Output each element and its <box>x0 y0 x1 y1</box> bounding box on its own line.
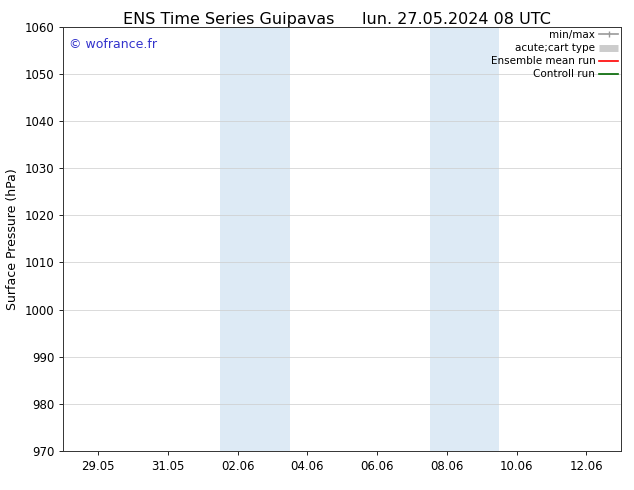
Y-axis label: Surface Pressure (hPa): Surface Pressure (hPa) <box>6 168 19 310</box>
Text: © wofrance.fr: © wofrance.fr <box>69 38 157 50</box>
Bar <box>221 27 290 451</box>
Bar <box>429 27 500 451</box>
Text: ENS Time Series Guipavas: ENS Time Series Guipavas <box>122 12 334 27</box>
Legend: min/max, acute;cart type, Ensemble mean run, Controll run: min/max, acute;cart type, Ensemble mean … <box>491 30 618 79</box>
Text: lun. 27.05.2024 08 UTC: lun. 27.05.2024 08 UTC <box>362 12 551 27</box>
